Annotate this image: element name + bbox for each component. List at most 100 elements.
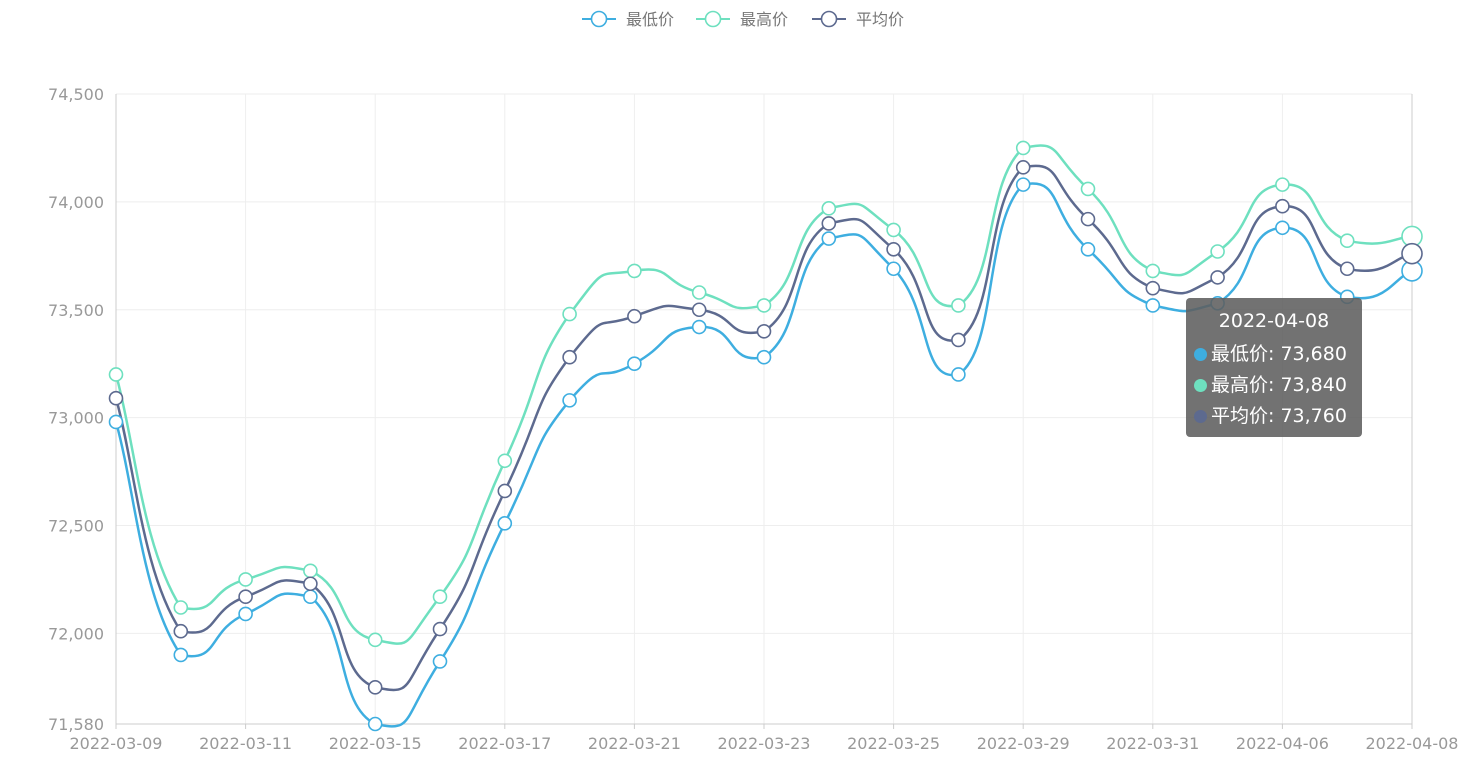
data-point-avg[interactable]	[886, 242, 901, 257]
y-tick-label: 73,500	[48, 301, 104, 320]
legend-label: 最高价	[740, 10, 788, 29]
tooltip-row-high: 最高价: 73,840	[1186, 370, 1362, 401]
y-tick-label: 74,000	[48, 193, 104, 212]
data-point-low[interactable]	[173, 647, 189, 663]
data-point-low[interactable]	[562, 393, 577, 408]
data-point-high[interactable]	[367, 632, 383, 648]
legend[interactable]: 最低价 最高价 平均价	[582, 10, 904, 29]
data-point-avg[interactable]	[367, 680, 383, 695]
data-point-high[interactable]	[1015, 140, 1031, 156]
tooltip: 2022-04-08 最低价: 73,680 最高价: 73,840 平均价: …	[1186, 298, 1362, 437]
x-tick-label: 2022-03-11	[199, 734, 292, 753]
data-point-high[interactable]	[173, 600, 189, 615]
legend-label: 平均价	[856, 10, 904, 29]
tooltip-marker-low	[1194, 348, 1207, 361]
x-tick-label: 2022-03-29	[977, 734, 1070, 753]
data-point-high[interactable]	[1275, 177, 1290, 192]
data-point-high[interactable]	[1339, 233, 1355, 249]
x-tick-label: 2022-03-25	[847, 734, 940, 753]
tooltip-marker-high	[1194, 379, 1207, 392]
data-point-avg[interactable]	[432, 621, 448, 637]
data-point-low[interactable]	[1145, 298, 1161, 313]
data-point-low[interactable]	[108, 414, 124, 430]
x-axis-labels: 2022-03-09 2022-03-11 2022-03-15 2022-03-17…	[70, 734, 1459, 753]
legend-item-low[interactable]: 最低价	[582, 10, 674, 29]
data-point-low[interactable]	[1080, 242, 1096, 257]
data-point-low[interactable]	[1015, 177, 1031, 192]
data-point-avg[interactable]	[1339, 261, 1355, 277]
data-point-avg[interactable]	[108, 390, 124, 406]
data-point-low[interactable]	[367, 716, 383, 732]
legend-marker-icon	[704, 10, 722, 28]
x-tick-label: 2022-04-08	[1366, 734, 1459, 753]
x-tick-label: 2022-03-17	[458, 734, 551, 753]
data-point-avg[interactable]	[238, 589, 253, 605]
data-point-avg[interactable]	[951, 332, 966, 348]
data-point-avg[interactable]	[821, 216, 837, 231]
data-point-high[interactable]	[108, 367, 124, 382]
series-line-avg	[114, 164, 1413, 692]
data-point-low[interactable]	[886, 261, 901, 277]
data-point-high[interactable]	[951, 298, 966, 313]
data-point-avg[interactable]	[497, 483, 513, 499]
data-point-avg[interactable]	[1015, 160, 1031, 175]
y-tick-label: 71,580	[48, 715, 104, 734]
data-point-avg[interactable]	[691, 302, 707, 318]
data-point-high[interactable]	[238, 572, 253, 587]
data-point-low[interactable]	[432, 654, 448, 669]
data-point-avg[interactable]	[1401, 242, 1423, 265]
data-point-avg[interactable]	[562, 349, 577, 365]
data-point-low[interactable]	[1275, 220, 1290, 236]
data-point-high[interactable]	[1080, 181, 1096, 197]
y-tick-label: 72,500	[48, 517, 104, 536]
legend-item-avg[interactable]: 平均价	[812, 10, 904, 29]
data-point-low[interactable]	[951, 367, 966, 382]
data-point-low[interactable]	[497, 516, 513, 531]
data-point-avg[interactable]	[756, 324, 772, 339]
data-point-avg[interactable]	[1080, 211, 1096, 227]
legend-marker-icon	[590, 10, 608, 28]
data-point-high[interactable]	[303, 563, 318, 579]
x-tick-label: 2022-03-21	[588, 734, 681, 753]
y-axis-labels: 74,500 74,000 73,500 73,000 72,500 72,000 71,5…	[48, 85, 104, 734]
data-point-avg[interactable]	[1275, 198, 1290, 214]
data-point-high[interactable]	[756, 298, 772, 313]
data-point-low[interactable]	[756, 349, 772, 365]
grid-lines	[116, 93, 1412, 724]
data-point-high[interactable]	[1145, 263, 1161, 279]
tooltip-value-low: 最低价: 73,680	[1211, 343, 1347, 365]
data-point-avg[interactable]	[173, 623, 189, 639]
legend-item-high[interactable]: 最高价	[696, 10, 788, 29]
data-point-avg[interactable]	[1210, 270, 1225, 285]
data-point-high[interactable]	[562, 306, 577, 322]
data-point-avg[interactable]	[1145, 280, 1161, 296]
y-tick-label: 73,000	[48, 409, 104, 428]
data-point-low[interactable]	[691, 319, 707, 335]
data-point-low[interactable]	[821, 231, 837, 246]
legend-marker-icon	[820, 10, 838, 28]
data-point-high[interactable]	[627, 263, 642, 279]
data-point-low[interactable]	[627, 356, 642, 371]
data-point-low[interactable]	[238, 606, 253, 622]
series-line-high	[114, 144, 1413, 645]
x-tick-label: 2022-03-09	[70, 734, 163, 753]
data-point-high[interactable]	[1210, 244, 1225, 259]
axes	[115, 94, 1413, 729]
data-point-high[interactable]	[886, 222, 901, 238]
data-point-avg[interactable]	[303, 576, 318, 592]
x-tick-label: 2022-03-23	[718, 734, 811, 753]
data-point-high[interactable]	[497, 453, 513, 469]
x-tick-label: 2022-03-31	[1106, 734, 1199, 753]
data-point-avg[interactable]	[627, 308, 642, 324]
x-tick-label: 2022-04-06	[1236, 734, 1329, 753]
data-point-high[interactable]	[691, 285, 707, 300]
tooltip-value-high: 最高价: 73,840	[1211, 374, 1347, 396]
data-point-high[interactable]	[821, 201, 837, 216]
y-tick-label: 72,000	[48, 624, 104, 643]
legend-label: 最低价	[626, 10, 674, 29]
data-point-low[interactable]	[303, 589, 318, 605]
tooltip-value-avg: 平均价: 73,760	[1211, 405, 1347, 427]
data-point-high[interactable]	[432, 589, 448, 605]
series-points[interactable]	[108, 140, 1423, 732]
y-tick-label: 74,500	[48, 85, 104, 104]
